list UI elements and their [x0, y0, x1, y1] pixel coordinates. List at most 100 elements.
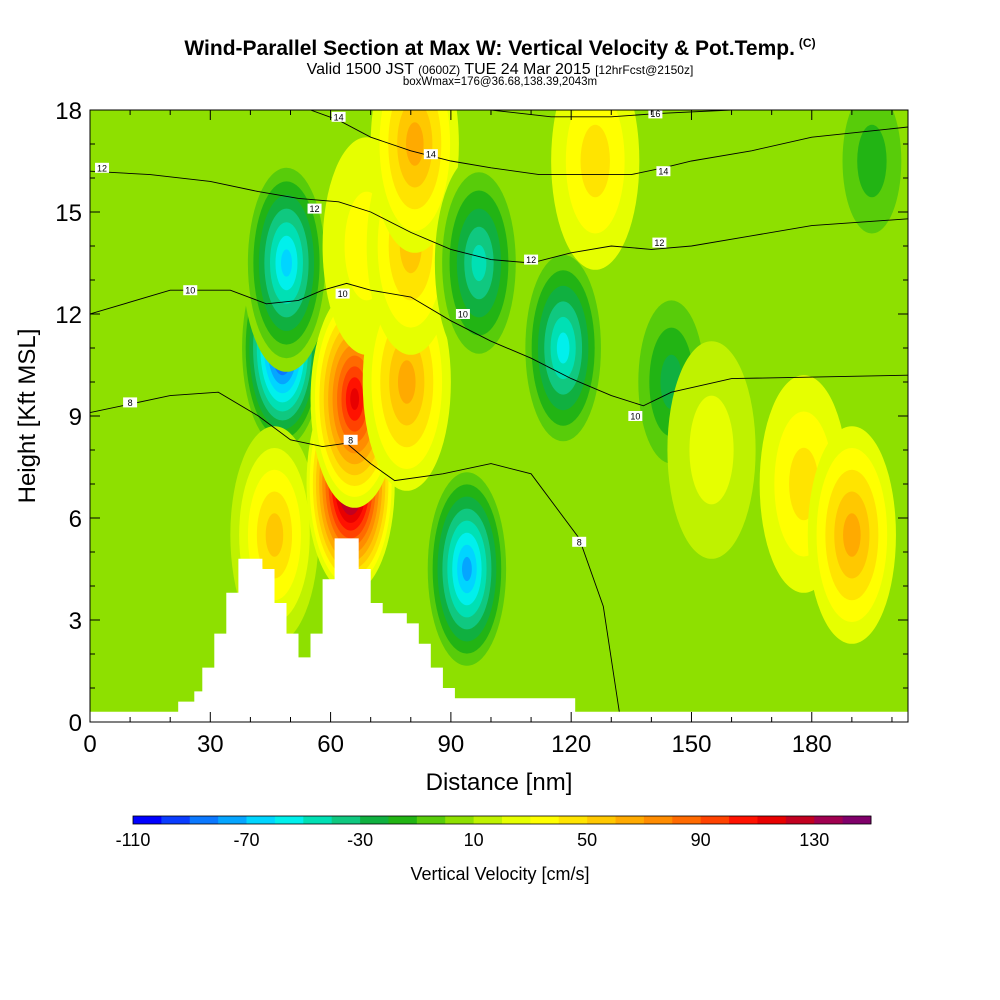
- colorbar-swatch: [757, 816, 787, 824]
- colorbar-swatch: [360, 816, 389, 824]
- contour-label-bg: [524, 254, 539, 265]
- colorbar-tick-label: 10: [464, 830, 484, 850]
- terrain: [90, 538, 908, 722]
- velocity-band: [397, 360, 416, 404]
- colorbar-label: Vertical Velocity [cm/s]: [410, 864, 589, 884]
- colorbar-swatch: [388, 816, 418, 824]
- colorbar-tick-label: -110: [116, 830, 151, 850]
- x-tick-label: 120: [551, 731, 591, 758]
- x-tick-label: 60: [317, 731, 344, 758]
- x-tick-label: 150: [671, 731, 711, 758]
- colorbar-swatch: [615, 816, 645, 824]
- colorbar-tick-label: 130: [799, 830, 829, 850]
- colorbar-frame: [132, 815, 872, 825]
- colorbar-tick-label: -30: [347, 830, 373, 850]
- theta-contour-line: [90, 391, 620, 712]
- velocity-cell: [667, 341, 756, 559]
- colorbar-swatch: [672, 816, 702, 824]
- contour-label-bg: [656, 166, 671, 177]
- x-tick-label: 90: [438, 731, 465, 758]
- colorbar-swatch: [246, 816, 276, 824]
- contour-label-bg: [123, 397, 138, 408]
- contour-label: 12: [654, 238, 664, 248]
- velocity-band: [857, 124, 887, 198]
- velocity-band: [580, 124, 610, 198]
- contour-label: 16: [650, 109, 660, 119]
- velocity-cell: [434, 154, 524, 372]
- theta-contour-line: [310, 110, 908, 176]
- contour-label-bg: [423, 149, 438, 160]
- theta-contours: 8 8 8 10 10 10 10 12 12 12 12 14 14 14 16: [90, 109, 908, 712]
- colorbar-swatch: [729, 816, 758, 824]
- contour-label-bg: [628, 411, 643, 421]
- colorbar-swatch: [643, 816, 673, 824]
- y-tick-label: 9: [69, 404, 82, 431]
- y-tick-label: 15: [55, 200, 82, 227]
- velocity-cell: [551, 110, 640, 270]
- colorbar-swatch: [416, 816, 446, 824]
- velocity-band: [280, 249, 292, 277]
- velocity-cell: [242, 154, 331, 372]
- velocity-cell: [519, 239, 608, 457]
- theta-contour-line: [90, 282, 908, 407]
- velocity-band: [462, 556, 472, 582]
- contour-label: 8: [348, 435, 353, 445]
- contour-label: 12: [526, 255, 536, 265]
- contour-label-bg: [343, 434, 358, 445]
- contour-label: 14: [334, 112, 344, 122]
- velocity-cell: [807, 426, 896, 644]
- y-axis-label: Height [Kft MSL]: [14, 329, 41, 504]
- colorbar-swatch: [785, 816, 815, 824]
- contour-label: 10: [458, 310, 468, 320]
- velocity-band: [405, 122, 424, 166]
- contour-label: 14: [658, 167, 668, 177]
- colorbar-tick-label: 50: [577, 830, 597, 850]
- colorbar-swatch: [189, 816, 219, 824]
- colorbar-swatch: [502, 816, 531, 824]
- colorbar-swatch: [814, 816, 844, 824]
- colorbar-tick-label: -70: [234, 830, 260, 850]
- colorbar-swatch: [161, 816, 191, 824]
- contour-label-bg: [648, 110, 663, 119]
- y-tick-label: 18: [55, 98, 82, 125]
- colorbar-swatch: [700, 816, 730, 824]
- colorbar: -110 -70 -30 10 50 90 130: [116, 815, 872, 850]
- chart-subtitle: Valid 1500 JST (0600Z) TUE 24 Mar 2015 […: [306, 61, 694, 78]
- velocity-field: [230, 110, 908, 678]
- x-axis-label: Distance [nm]: [426, 769, 573, 796]
- colorbar-swatch: [218, 816, 247, 824]
- contour-label: 12: [310, 204, 320, 214]
- velocity-cell: [827, 110, 908, 270]
- contour-label: 12: [97, 163, 107, 173]
- colorbar-swatch: [473, 816, 503, 824]
- contour-label-bg: [95, 162, 110, 173]
- contour-label: 8: [128, 398, 133, 408]
- contour-label-bg: [307, 203, 322, 214]
- contour-label-bg: [183, 285, 198, 296]
- axes: 0 30 60 90 120 150 180 0 3 6 9 12 15 18: [55, 98, 908, 758]
- contour-label-bg: [335, 288, 350, 299]
- chart-box-note: boxWmax=176@36.68,138.39,2043m: [402, 76, 598, 88]
- copyright-mark: (C): [798, 36, 816, 50]
- colorbar-swatch: [587, 816, 616, 824]
- contour-label: 10: [338, 289, 348, 299]
- contour-label: 14: [426, 150, 436, 160]
- colorbar-swatch: [133, 816, 162, 824]
- contour-label: 10: [185, 286, 195, 296]
- velocity-band: [556, 332, 570, 364]
- terrain-mask: [90, 538, 908, 722]
- colorbar-swatch: [274, 816, 304, 824]
- colorbar-swatch: [303, 816, 333, 824]
- chart-title: Wind-Parallel Section at Max W: Vertical…: [184, 36, 816, 60]
- contour-label: 10: [630, 412, 640, 422]
- theta-contour-line: [90, 170, 908, 264]
- contour-label-bg: [652, 237, 667, 248]
- contour-label-bg: [572, 536, 587, 547]
- y-tick-label: 6: [69, 506, 82, 533]
- y-tick-label: 12: [55, 302, 82, 329]
- velocity-band: [471, 244, 487, 282]
- colorbar-swatch: [530, 816, 560, 824]
- contour-label-bg: [331, 111, 346, 122]
- velocity-cell: [370, 110, 459, 253]
- colorbar-swatch: [842, 816, 872, 824]
